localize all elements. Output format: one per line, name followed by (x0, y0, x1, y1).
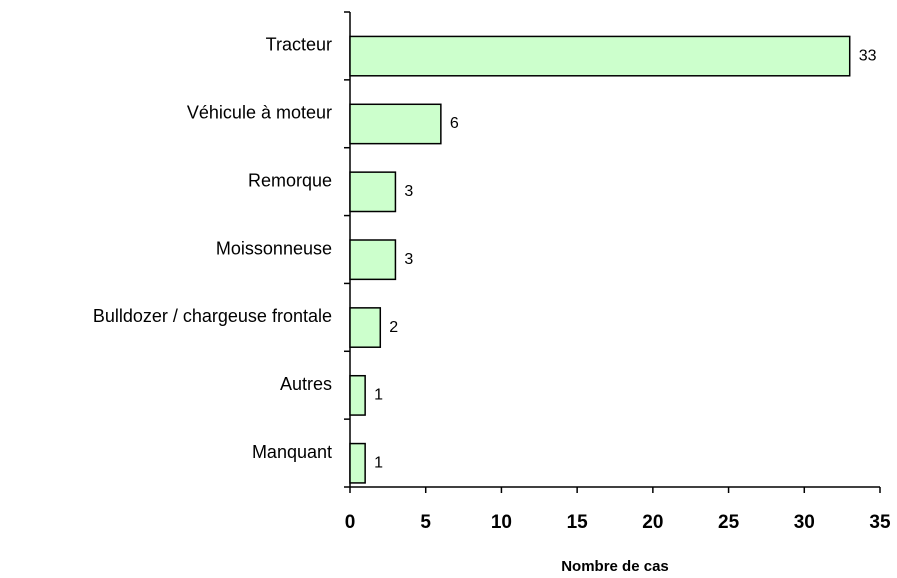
value-label: 3 (404, 251, 413, 268)
category-label: Manquant (252, 442, 332, 462)
category-label: Bulldozer / chargeuse frontale (93, 306, 332, 326)
bar (349, 442, 366, 484)
category-label: Tracteur (266, 35, 332, 55)
x-tick-label: 15 (567, 512, 589, 533)
value-label: 1 (374, 387, 383, 404)
x-axis-title: Nombre de cas (561, 558, 669, 575)
bar (349, 239, 397, 281)
bar (349, 374, 366, 416)
value-label: 3 (404, 183, 413, 200)
x-tick-label: 25 (718, 512, 740, 533)
category-label: Véhicule à moteur (187, 103, 332, 123)
bar (349, 103, 442, 145)
category-label: Moissonneuse (216, 238, 332, 258)
value-label: 33 (859, 47, 877, 64)
x-tick-label: 35 (869, 512, 891, 533)
value-label: 2 (389, 319, 398, 336)
x-tick-label: 5 (420, 512, 431, 533)
bar (349, 171, 397, 213)
category-label: Remorque (248, 170, 332, 190)
category-label: Autres (280, 374, 332, 394)
x-tick-label: 10 (491, 512, 512, 533)
bar (349, 35, 851, 77)
bar (349, 307, 382, 348)
x-tick-label: 30 (794, 512, 815, 533)
x-tick-label: 0 (345, 512, 356, 533)
value-label: 1 (374, 454, 383, 471)
x-tick-label: 20 (642, 512, 663, 533)
value-label: 6 (450, 115, 459, 132)
